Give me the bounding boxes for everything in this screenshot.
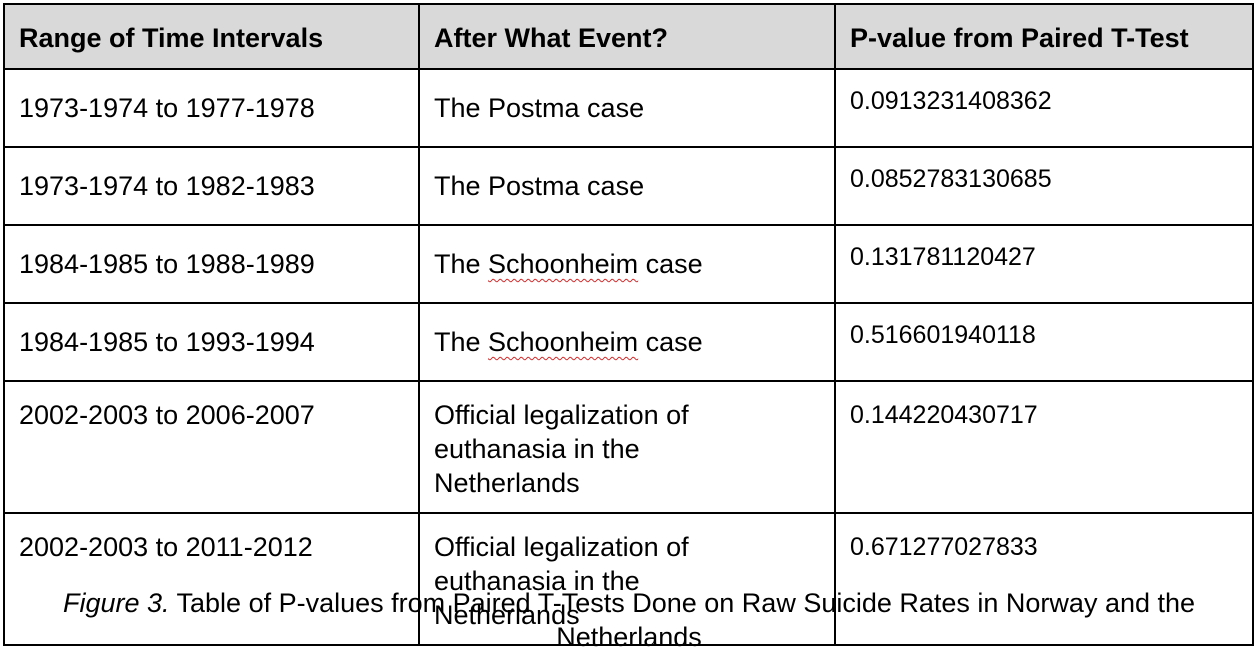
event-line: euthanasia in the bbox=[434, 566, 640, 596]
event-text-pre: The bbox=[434, 249, 489, 279]
table-row: 1984-1985 to 1993-1994 The Schoonheim ca… bbox=[3, 302, 1254, 382]
pvalue-cell: 0.671277027833 bbox=[834, 512, 1254, 646]
table-header-row: Range of Time Intervals After What Event… bbox=[3, 3, 1254, 70]
table-row: 1984-1985 to 1988-1989 The Schoonheim ca… bbox=[3, 224, 1254, 304]
pvalue-table: Range of Time Intervals After What Event… bbox=[3, 3, 1254, 646]
caption-text: Table of P-values from Paired T-Tests Do… bbox=[169, 588, 1196, 618]
event-line: euthanasia in the bbox=[434, 434, 640, 464]
event-line: Official legalization of bbox=[434, 532, 689, 562]
event-cell: The Postma case bbox=[418, 146, 836, 226]
event-cell: The Postma case bbox=[418, 68, 836, 148]
event-cell: The Schoonheim case bbox=[418, 302, 836, 382]
caption-line-2: Netherlands bbox=[556, 622, 702, 652]
header-pvalue: P-value from Paired T-Test bbox=[834, 3, 1254, 70]
spellcheck-flagged-word[interactable]: Schoonheim bbox=[488, 249, 639, 279]
figure-label: Figure 3. bbox=[62, 588, 170, 618]
pvalue-cell: 0.131781120427 bbox=[834, 224, 1254, 304]
range-cell: 1973-1974 to 1982-1983 bbox=[3, 146, 420, 226]
range-cell: 2002-2003 to 2011-2012 bbox=[3, 512, 420, 646]
event-line: Official legalization of bbox=[434, 400, 689, 430]
pvalue-cell: 0.0913231408362 bbox=[834, 68, 1254, 148]
table-row: 2002-2003 to 2006-2007 Official legaliza… bbox=[3, 380, 1254, 514]
header-event: After What Event? bbox=[418, 3, 836, 70]
table-row: 2002-2003 to 2011-2012 Official legaliza… bbox=[3, 512, 1254, 646]
event-line: Netherlands bbox=[434, 468, 580, 498]
pvalue-cell: 0.0852783130685 bbox=[834, 146, 1254, 226]
caption-line-1: Figure 3. Table of P-values from Paired … bbox=[0, 586, 1258, 620]
results-table-container: Range of Time Intervals After What Event… bbox=[3, 3, 1254, 646]
range-cell: 1984-1985 to 1988-1989 bbox=[3, 224, 420, 304]
pvalue-cell: 0.144220430717 bbox=[834, 380, 1254, 514]
table-row: 1973-1974 to 1982-1983 The Postma case 0… bbox=[3, 146, 1254, 226]
range-cell: 2002-2003 to 2006-2007 bbox=[3, 380, 420, 514]
figure-caption: Figure 3. Table of P-values from Paired … bbox=[0, 586, 1258, 654]
event-text-post: case bbox=[638, 249, 703, 279]
range-cell: 1973-1974 to 1977-1978 bbox=[3, 68, 420, 148]
spellcheck-flagged-word[interactable]: Schoonheim bbox=[488, 327, 639, 357]
event-cell: Official legalization of euthanasia in th… bbox=[418, 380, 836, 514]
event-text-pre: The bbox=[434, 327, 489, 357]
pvalue-cell: 0.516601940118 bbox=[834, 302, 1254, 382]
table-row: 1973-1974 to 1977-1978 The Postma case 0… bbox=[3, 68, 1254, 148]
header-range: Range of Time Intervals bbox=[3, 3, 420, 70]
event-cell: The Schoonheim case bbox=[418, 224, 836, 304]
range-cell: 1984-1985 to 1993-1994 bbox=[3, 302, 420, 382]
event-text-post: case bbox=[638, 327, 703, 357]
event-line: Netherlands bbox=[434, 600, 580, 630]
event-cell: Official legalization of euthanasia in th… bbox=[418, 512, 836, 646]
